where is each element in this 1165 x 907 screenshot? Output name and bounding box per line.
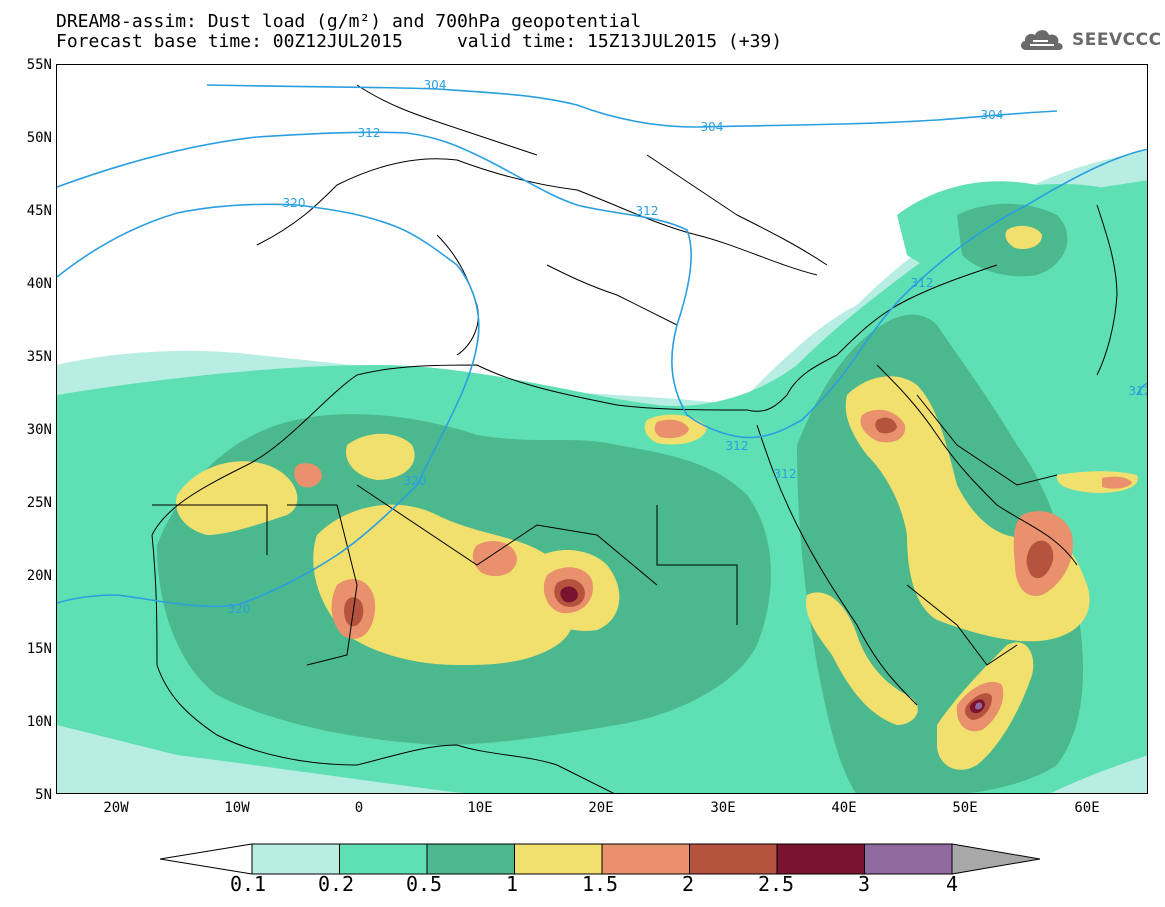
colorbar-cell [776,843,865,875]
lon-label: 40E [831,800,857,816]
colorbar-high-arrow [951,843,1040,875]
contour-label: 320 [404,474,427,488]
contour-label: 320 [283,196,306,210]
contour-label: 312 [1129,384,1148,398]
lon-label: 30E [710,800,736,816]
lon-label: 20W [103,800,129,816]
contour-label: 312 [358,126,381,140]
contour-label-layer: 304 312 320 304 304 312 312 320 320 312 … [228,78,1148,616]
contour-label: 312 [726,439,749,453]
lat-label: 55N [26,57,52,73]
forecast-times: Forecast base time: 00Z12JUL2015 valid t… [56,31,783,52]
contour-label: 312 [636,204,659,218]
lon-label: 20E [588,800,614,816]
colorbar-tick-label: 1.5 [581,872,619,896]
colorbar-cell [339,843,428,875]
colorbar-cell [689,843,778,875]
map-title: DREAM8-assim: Dust load (g/m²) and 700hP… [56,11,642,32]
lat-label: 15N [26,641,52,657]
lat-label: 10N [26,714,52,730]
logo-text: SEEVCCC [1072,30,1162,50]
lat-label: 50N [26,130,52,146]
colorbar-tick-label: 0.2 [317,872,355,896]
lat-label: 40N [26,276,52,292]
colorbar-low-arrow [160,843,253,875]
contour-label: 304 [701,120,724,134]
colorbar-cell [864,843,953,875]
map-canvas: 304 312 320 304 304 312 312 320 320 312 … [57,78,1148,793]
seevccc-logo: SEEVCCC [1018,26,1162,54]
lat-label: 20N [26,568,52,584]
cloud-icon [1020,30,1063,50]
lon-label: 60E [1074,800,1100,816]
contour-label: 312 [911,276,934,290]
contour-label: 320 [228,602,251,616]
contour-label: 304 [424,78,447,92]
lon-label: 10W [224,800,250,816]
colorbar-cell [251,843,340,875]
colorbar-tick-label: 2 [681,872,695,896]
colorbar-tick-label: 0.5 [405,872,443,896]
lat-label: 5N [35,787,52,803]
contour-label: 304 [981,108,1004,122]
lon-label: 50E [952,800,978,816]
colorbar-tick-label: 1 [505,872,519,896]
lon-label: 10E [467,800,493,816]
dust-load-map: 304 312 320 304 304 312 312 320 320 312 … [56,64,1148,794]
colorbar-cells [251,843,953,875]
lat-label: 25N [26,495,52,511]
colorbar-tick-label: 0.1 [229,872,267,896]
coastline-layer [151,84,1118,793]
colorbar-tick-label: 2.5 [757,872,795,896]
colorbar-tick-label: 4 [945,872,959,896]
colorbar-tick-label: 3 [857,872,871,896]
geopotential-contours [57,84,1147,608]
colorbar-cell [601,843,690,875]
lat-label: 45N [26,203,52,219]
colorbar [160,843,1040,875]
colorbar-cell [426,843,515,875]
dust-field-layer [57,150,1147,793]
colorbar-cell [514,843,603,875]
lon-label: 0 [354,800,364,816]
contour-label: 312 [774,467,797,481]
lat-label: 30N [26,422,52,438]
lat-label: 35N [26,349,52,365]
